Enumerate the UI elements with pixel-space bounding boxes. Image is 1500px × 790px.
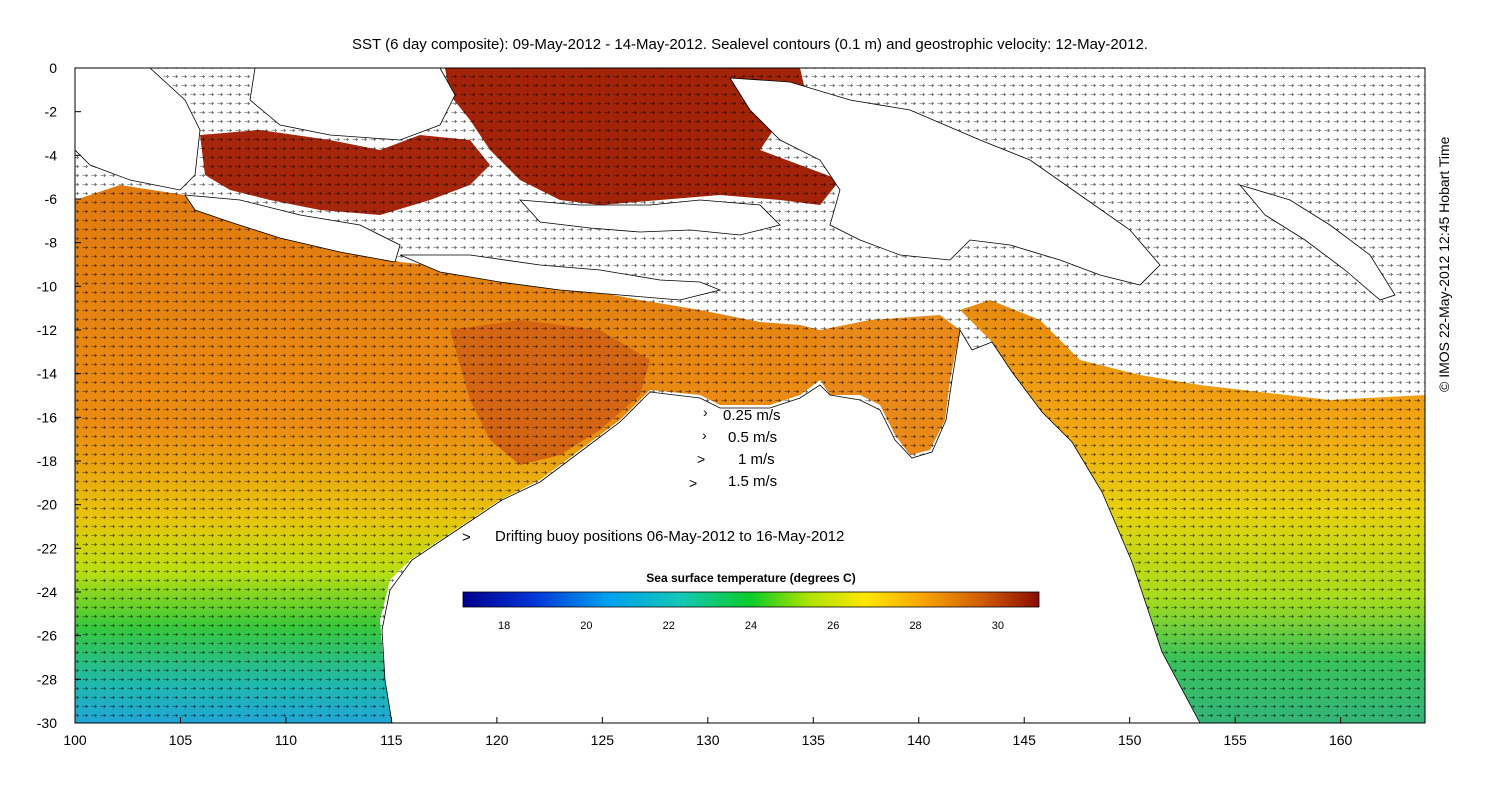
x-tick-label: 160 [1329, 732, 1353, 748]
velocity-legend-label-4: 1.5 m/s [728, 473, 777, 490]
colorbar-tick-label: 26 [827, 620, 839, 632]
map-title: SST (6 day composite): 09-May-2012 - 14-… [352, 36, 1148, 53]
y-axis: 0 -2 -4 -6 -8 -10 -12 -14 -16 -18 -20 -22 -24 -26 -28 -… [37, 60, 81, 731]
x-tick-label: 100 [63, 732, 87, 748]
y-tick-label: -4 [45, 147, 58, 163]
x-tick-label: 105 [169, 732, 193, 748]
y-tick-label: -18 [37, 453, 57, 469]
land-borneo [249, 68, 456, 141]
velocity-legend-arrow-1: › [703, 404, 708, 420]
x-tick-label: 115 [380, 732, 403, 748]
y-tick-label: -28 [37, 671, 57, 687]
x-tick-label: 125 [591, 732, 615, 748]
colorbar-tick-label: 22 [663, 620, 675, 632]
velocity-legend-arrow-4: > [689, 475, 697, 491]
y-tick-label: -22 [37, 540, 57, 556]
buoy-legend-symbol: > [462, 529, 471, 546]
land-lesser-sunda [399, 254, 722, 301]
velocity-legend-label-3: 1 m/s [738, 451, 775, 468]
land-new-guinea [729, 77, 1161, 286]
land-timor-islands [519, 199, 781, 236]
plot-frame [74, 67, 1426, 724]
velocity-legend-arrow-2: › [702, 427, 707, 443]
x-tick-label: 140 [907, 732, 931, 748]
y-tick-label: -30 [37, 715, 57, 731]
colorbar-ticks: 18 20 22 24 26 28 30 Sea surface temperature (d… [498, 571, 1004, 632]
y-tick-label: -8 [45, 235, 58, 251]
velocity-legend-label-2: 0.5 m/s [728, 429, 777, 446]
x-tick-label: 110 [275, 732, 298, 748]
colorbar-tick-label: 20 [580, 620, 592, 632]
x-tick-label: 155 [1223, 732, 1247, 748]
velocity-legend: › 0.25 m/s › 0.5 m/s > 1 m/s > 1.5 m/s [689, 404, 781, 491]
y-tick-label: -2 [45, 104, 58, 120]
x-axis: 100 105 110 115 120 125 130 135 140 145 150 155 160 [63, 717, 1353, 748]
buoy-legend-label: Drifting buoy positions 06-May-2012 to 1… [495, 528, 844, 545]
colorbar-title: Sea surface temperature (degrees C) [646, 571, 855, 585]
y-tick-label: -24 [37, 584, 57, 600]
colorbar-tick-label: 24 [745, 620, 757, 632]
y-tick-label: -26 [37, 628, 57, 644]
x-tick-label: 130 [696, 732, 720, 748]
y-tick-label: -20 [37, 497, 57, 513]
x-tick-label: 145 [1013, 732, 1037, 748]
y-tick-label: -10 [37, 278, 57, 294]
sst-colorbar: 18 20 22 24 26 28 30 Sea surface temperature (d… [462, 571, 1040, 632]
colorbar-tick-label: 28 [909, 620, 921, 632]
colorbar-tick-label: 30 [992, 620, 1004, 632]
x-tick-label: 135 [802, 732, 826, 748]
land-australia [381, 328, 1201, 723]
y-tick-label: -6 [45, 191, 58, 207]
land-solomon-islands [1238, 184, 1396, 301]
buoy-legend: > Drifting buoy positions 06-May-2012 to… [462, 528, 844, 546]
land-sumatra [75, 68, 201, 191]
x-tick-label: 120 [485, 732, 509, 748]
velocity-legend-arrow-3: > [697, 451, 705, 467]
y-tick-label: -12 [37, 322, 57, 338]
colorbar-tick-label: 18 [498, 620, 510, 632]
land-java [184, 194, 401, 263]
colorbar-box [462, 591, 1040, 608]
y-tick-label: -16 [37, 409, 57, 425]
y-tick-label: 0 [49, 60, 57, 76]
y-tick-label: -14 [37, 366, 57, 382]
x-tick-label: 150 [1118, 732, 1142, 748]
imos-credit: © IMOS 22-May-2012 12:45 Hobart Time [1436, 136, 1452, 392]
velocity-legend-label-1: 0.25 m/s [723, 407, 781, 424]
